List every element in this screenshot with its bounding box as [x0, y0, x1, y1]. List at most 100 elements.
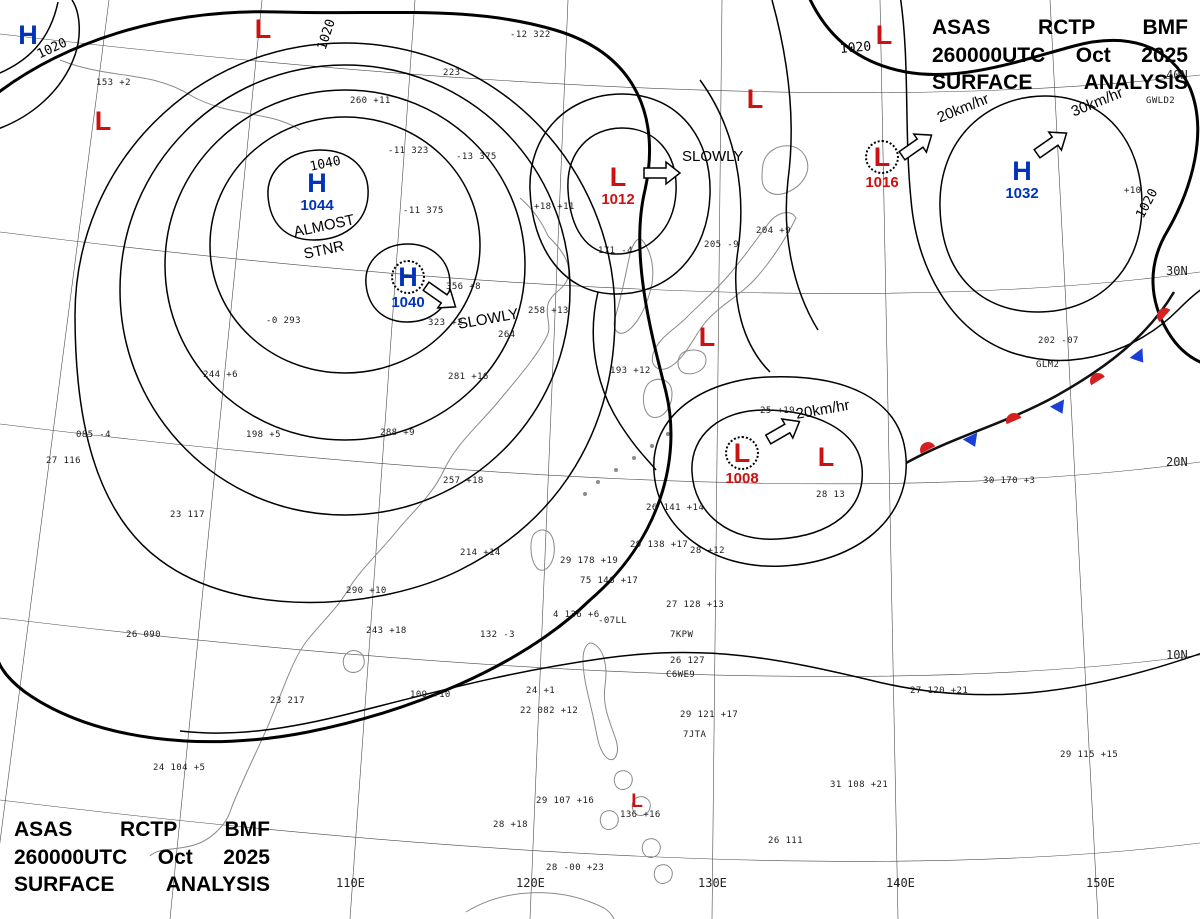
- station-plot: 26 127: [670, 656, 705, 666]
- station-plot: C6WE9: [666, 670, 696, 680]
- low-pressure-symbol: L: [817, 442, 835, 472]
- longitude-label: 110E: [336, 876, 365, 890]
- low-pressure-symbol: L: [746, 84, 764, 114]
- station-plot: 109 +10: [410, 690, 451, 700]
- station-plot: 29 107 +16: [536, 796, 595, 806]
- longitude-label: 140E: [886, 876, 915, 890]
- station-plot: 25 +19: [760, 406, 795, 416]
- pressure-value: 1040: [391, 294, 425, 311]
- movement-arrow-icon: [422, 281, 457, 309]
- isobar-value-label: 1020: [314, 17, 339, 52]
- warm-front-semicircle-icon: [920, 442, 936, 454]
- station-plot: 260 +11: [350, 96, 391, 106]
- station-plot: 28 +12: [690, 546, 725, 556]
- pressure-center-l: L: [876, 22, 893, 49]
- movement-arrow-icon: [764, 418, 801, 445]
- station-plot: 202 -07: [1038, 336, 1079, 346]
- station-plot: 281 +16: [448, 372, 489, 382]
- title-line-2: 260000UTC Oct 2025: [14, 845, 270, 869]
- longitude-label: 150E: [1086, 876, 1115, 890]
- station-plot: 29 138 +17: [630, 540, 689, 550]
- low-pressure-symbol: L: [631, 791, 643, 812]
- pressure-value: 1016: [865, 174, 899, 191]
- station-plot: 264: [498, 330, 516, 340]
- station-plot: 31 108 +21: [830, 780, 889, 790]
- station-plot: +18 +11: [534, 202, 575, 212]
- warm-front-semicircle-icon: [1157, 308, 1171, 322]
- motion-annotation: 20km/hr: [794, 396, 851, 423]
- low-pressure-symbol: L: [725, 436, 759, 470]
- station-plot: 27 120 +21: [910, 686, 969, 696]
- station-plot: -11 375: [403, 206, 444, 216]
- pressure-value: 1032: [1005, 185, 1039, 202]
- low-pressure-symbol: L: [875, 20, 893, 50]
- station-plot: -07LL: [598, 616, 628, 626]
- station-plot: 198 +5: [246, 430, 281, 440]
- pressure-center-l: L: [631, 792, 643, 811]
- station-plot: 75 146 +17: [580, 576, 639, 586]
- station-plot: 22 082 +12: [520, 706, 579, 716]
- pressure-center-h-1032: H 1032: [1005, 156, 1039, 202]
- station-plot: 30 170 +3: [983, 476, 1036, 486]
- low-pressure-symbol: L: [609, 162, 627, 192]
- movement-arrow-icon: [898, 133, 933, 161]
- stationary-front: [905, 291, 1176, 465]
- station-plot: 29 178 +19: [560, 556, 619, 566]
- station-plot: 26 111: [768, 836, 803, 846]
- pressure-center-l: L: [95, 108, 112, 135]
- motion-annotation: SLOWLY: [456, 305, 520, 333]
- station-plot: 136 +16: [620, 810, 661, 820]
- chart-title-bottom-left: ASAS RCTP BMF 260000UTC Oct 2025 SURFACE…: [14, 816, 270, 899]
- pressure-center-l-1012: L 1012: [601, 162, 634, 208]
- station-plot: GWLD2: [1146, 96, 1176, 106]
- longitude-label: 120E: [516, 876, 545, 890]
- pressure-value: 1008: [725, 470, 759, 487]
- chart-title-top-right: ASAS RCTP BMF 260000UTC Oct 2025 SURFACE…: [932, 14, 1188, 97]
- cold-front-triangle-icon: [1049, 399, 1065, 414]
- station-plot: 205 -9: [704, 240, 739, 250]
- station-plot: 323 +2: [428, 318, 463, 328]
- title-line-2: 260000UTC Oct 2025: [932, 43, 1188, 67]
- station-plot: 132 -3: [480, 630, 515, 640]
- station-plot: 29 121 +17: [680, 710, 739, 720]
- latitude-label: 40N: [1166, 68, 1188, 82]
- cold-front-triangle-icon: [962, 432, 978, 447]
- pressure-center-h: H: [18, 22, 38, 49]
- title-line-1: ASAS RCTP BMF: [932, 16, 1188, 39]
- station-plot: 24 +1: [526, 686, 556, 696]
- station-plot: 244 +6: [203, 370, 238, 380]
- isobar-value-label: 1020: [34, 35, 70, 63]
- station-plot: 7JTA: [683, 730, 707, 740]
- station-plot: 26 090: [126, 630, 161, 640]
- station-plot: 28 13: [816, 490, 846, 500]
- pressure-center-l: L: [818, 444, 835, 471]
- station-plot: 27 116: [46, 456, 81, 466]
- movement-arrow-icon: [643, 160, 682, 186]
- warm-front-semicircle-icon: [1006, 413, 1022, 425]
- station-plot: 171 -4: [598, 246, 633, 256]
- high-pressure-symbol: H: [1012, 156, 1032, 186]
- movement-arrows: [422, 131, 1068, 445]
- pressure-center-l: L: [747, 86, 764, 113]
- latitude-label: 20N: [1166, 455, 1188, 469]
- station-plot: 258 +13: [528, 306, 569, 316]
- station-plot: 193 +12: [610, 366, 651, 376]
- low-pressure-symbol: L: [94, 106, 112, 136]
- low-pressure-symbol: L: [254, 14, 272, 44]
- station-plot: 7KPW: [670, 630, 694, 640]
- station-plot: 26 141 +14: [646, 503, 705, 513]
- pressure-center-l: L: [699, 324, 716, 351]
- station-plot: 214 +14: [460, 548, 501, 558]
- station-plot: 356 +8: [446, 282, 481, 292]
- pressure-center-l: L: [255, 16, 272, 43]
- station-plot: 290 +10: [346, 586, 387, 596]
- longitude-label: 130E: [698, 876, 727, 890]
- motion-annotation: STNR: [302, 237, 346, 263]
- title-line-3: SURFACE ANALYSIS: [14, 873, 270, 897]
- title-line-3: SURFACE ANALYSIS: [932, 71, 1188, 95]
- station-plot: 243 +18: [366, 626, 407, 636]
- station-plot: 29 115 +15: [1060, 750, 1119, 760]
- station-plot: 24 104 +5: [153, 763, 206, 773]
